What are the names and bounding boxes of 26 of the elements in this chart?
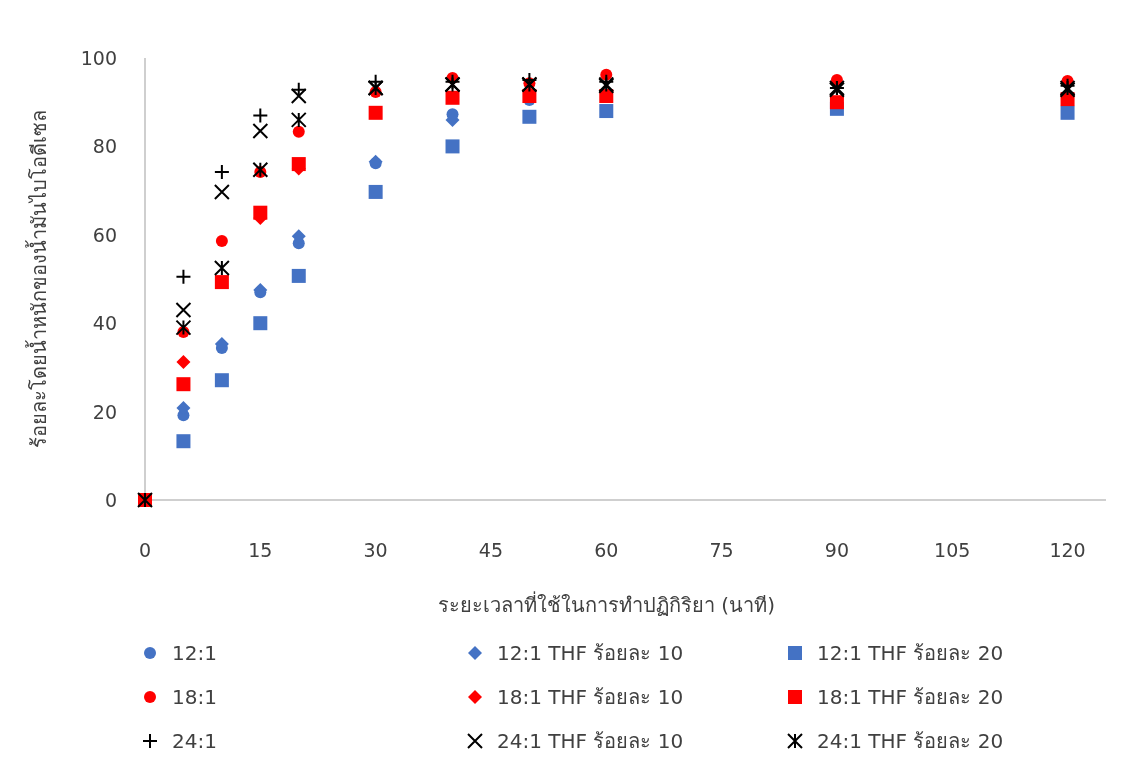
- x-tick-label: 30: [363, 539, 388, 561]
- legend-label: 12:1: [172, 641, 217, 665]
- y-axis-title: ร้อยละโดยน้ำหนักของน้ำมันไบโอดีเซล: [25, 110, 51, 448]
- legend-label: 18:1 THF ร้อยละ 20: [817, 685, 1004, 709]
- x-tick-label: 75: [709, 539, 734, 561]
- y-tick-label: 0: [104, 489, 117, 511]
- y-tick-label: 100: [80, 47, 117, 69]
- legend-label: 12:1 THF ร้อยละ 20: [817, 641, 1004, 665]
- x-tick-label: 0: [138, 539, 152, 561]
- legend-label: 24:1: [172, 729, 217, 753]
- y-tick-label: 80: [92, 135, 117, 158]
- legend-label: 24:1 THF ร้อยละ 10: [497, 729, 684, 753]
- x-tick-label: 90: [824, 539, 850, 561]
- legend-label: 12:1 THF ร้อยละ 10: [497, 641, 684, 665]
- x-tick-label: 45: [478, 539, 504, 561]
- x-tick-label: 105: [934, 539, 971, 561]
- legend-label: 18:1: [172, 685, 217, 709]
- x-tick-label: 15: [248, 539, 273, 561]
- x-axis-title: ระยะเวลาที่ใช้ในการทำปฏิกิริยา (นาที): [438, 591, 775, 617]
- x-tick-label: 60: [594, 539, 619, 561]
- y-tick-label: 20: [92, 400, 117, 423]
- legend-label: 24:1 THF ร้อยละ 20: [817, 729, 1004, 753]
- legend-label: 18:1 THF ร้อยละ 10: [497, 685, 684, 709]
- y-tick-label: 60: [92, 223, 117, 246]
- x-tick-label: 120: [1049, 539, 1086, 561]
- y-tick-label: 40: [92, 312, 117, 335]
